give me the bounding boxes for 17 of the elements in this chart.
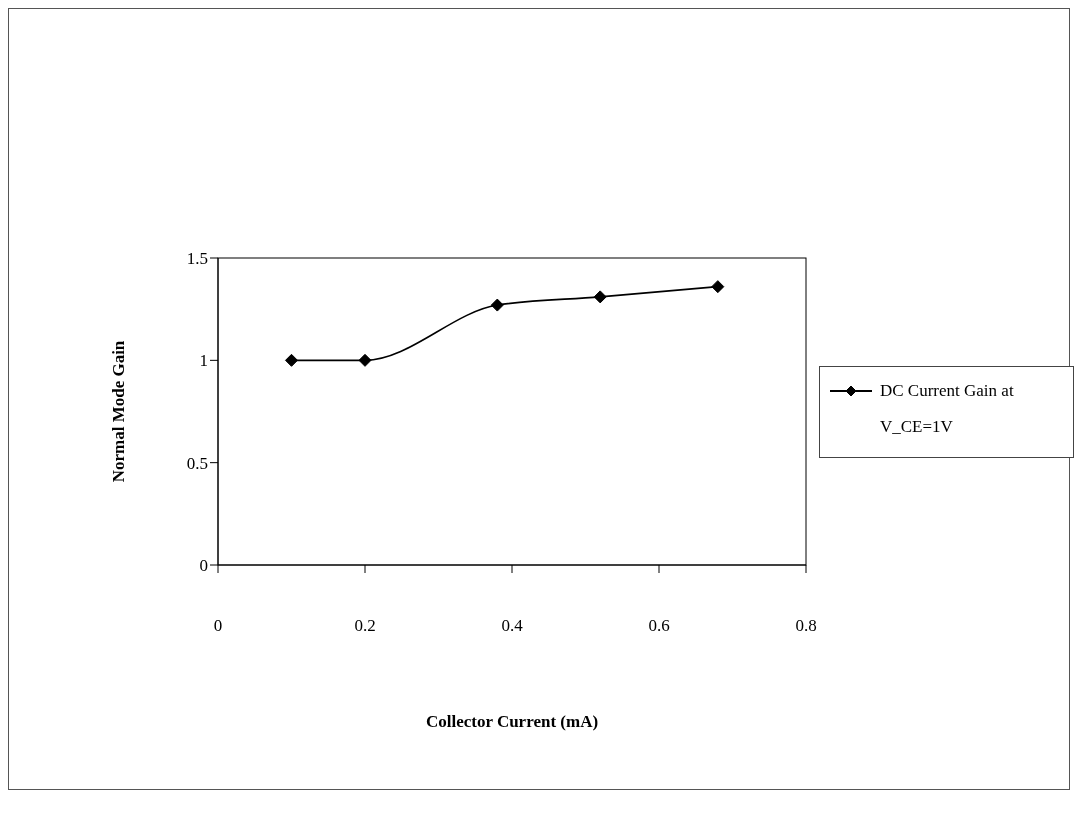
- x-tick-label: 0.8: [795, 616, 817, 636]
- legend-label: DC Current Gain at V_CE=1V: [880, 380, 1015, 438]
- x-tick-label: 0.2: [354, 616, 376, 636]
- point: [358, 353, 372, 367]
- y-axis-title: Normal Mode Gain: [109, 340, 129, 483]
- point: [593, 290, 607, 304]
- y-tick-label: 1: [199, 351, 208, 371]
- y-tick-label: 0.5: [186, 453, 208, 473]
- point: [490, 298, 504, 312]
- point: [711, 280, 725, 294]
- x-tick-label: 0.4: [501, 616, 524, 636]
- point: [285, 353, 298, 367]
- x-tick-label: 0: [213, 616, 223, 636]
- y-tick-label: 0: [199, 556, 208, 576]
- y-tick-label: 1.5: [186, 249, 208, 269]
- x-axis-title: Collector Current (mA): [425, 712, 599, 731]
- x-tick-label: 0.6: [648, 616, 670, 636]
